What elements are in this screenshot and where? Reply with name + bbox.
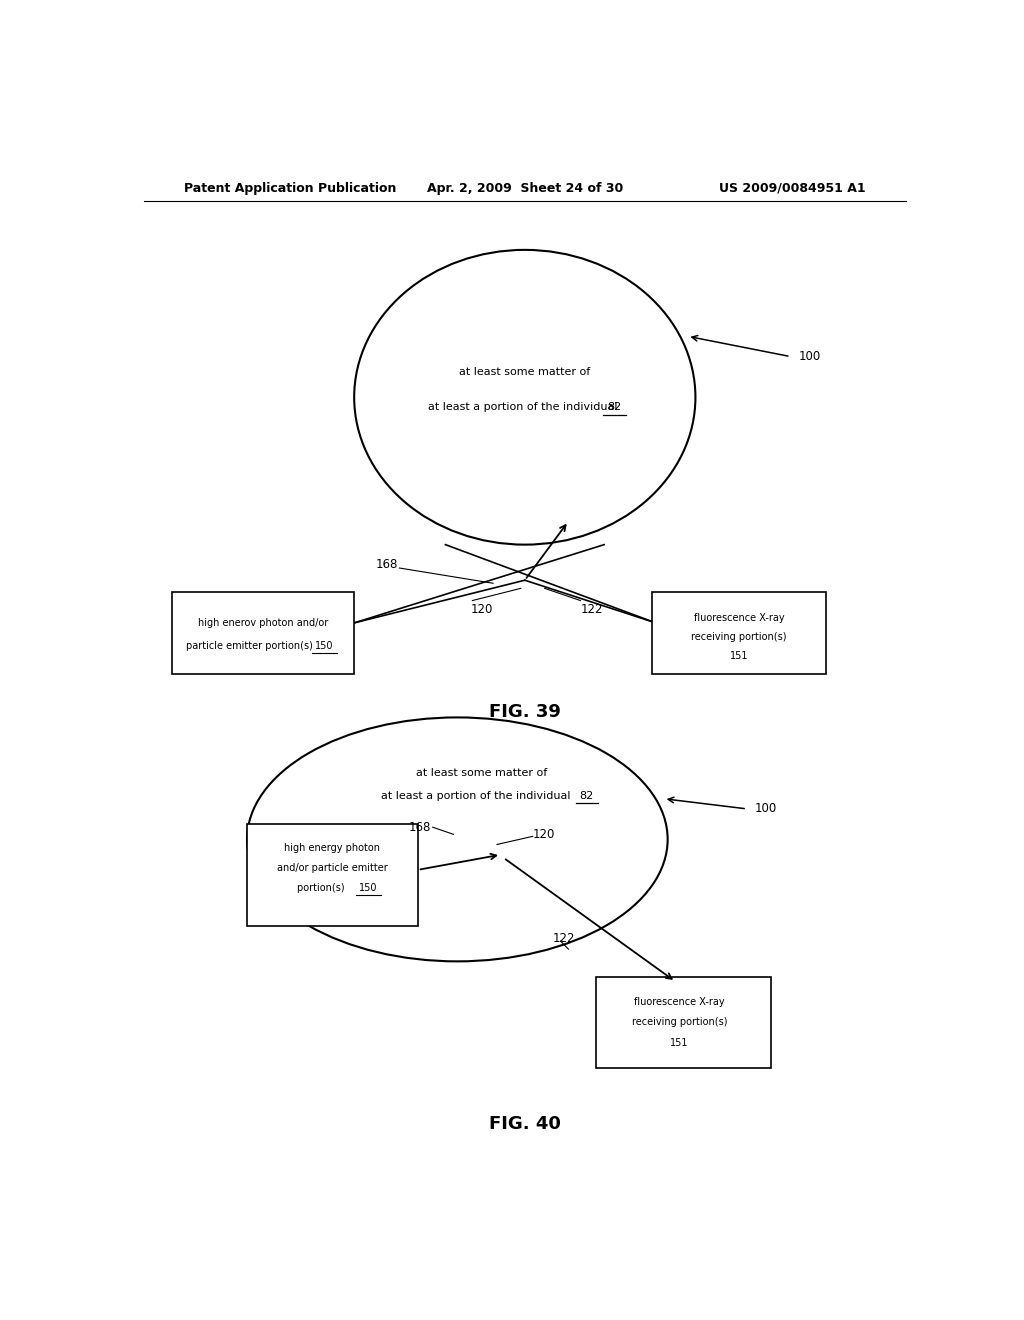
Text: at least a portion of the individual: at least a portion of the individual — [381, 791, 573, 801]
Text: at least some matter of: at least some matter of — [459, 367, 591, 376]
Text: and/or particle emitter: and/or particle emitter — [276, 863, 388, 873]
FancyBboxPatch shape — [247, 824, 418, 925]
Text: Patent Application Publication: Patent Application Publication — [183, 182, 396, 195]
Text: 120: 120 — [532, 828, 555, 841]
Text: 168: 168 — [409, 821, 431, 834]
Text: 100: 100 — [755, 803, 777, 816]
Text: 168: 168 — [376, 558, 397, 572]
Text: 82: 82 — [607, 403, 622, 412]
Text: 122: 122 — [581, 602, 603, 615]
Text: 150: 150 — [358, 883, 377, 894]
FancyBboxPatch shape — [172, 593, 354, 673]
Text: receiving portion(s): receiving portion(s) — [691, 632, 786, 642]
Text: FIG. 40: FIG. 40 — [488, 1115, 561, 1133]
Text: high enerov photon and/or: high enerov photon and/or — [198, 618, 328, 628]
Text: high energy photon: high energy photon — [285, 842, 380, 853]
Text: 122: 122 — [553, 932, 575, 945]
Text: 150: 150 — [314, 642, 333, 651]
Text: at least a portion of the individual: at least a portion of the individual — [428, 403, 622, 412]
Text: FIG. 39: FIG. 39 — [488, 704, 561, 721]
Text: fluorescence X-ray: fluorescence X-ray — [693, 612, 784, 623]
Text: particle emitter portion(s): particle emitter portion(s) — [186, 642, 316, 651]
Text: 120: 120 — [471, 602, 494, 615]
Text: 82: 82 — [580, 791, 594, 801]
Text: US 2009/0084951 A1: US 2009/0084951 A1 — [720, 182, 866, 195]
Text: receiving portion(s): receiving portion(s) — [632, 1018, 727, 1027]
FancyBboxPatch shape — [596, 977, 771, 1068]
Text: at least some matter of: at least some matter of — [416, 768, 547, 779]
Text: 151: 151 — [671, 1038, 689, 1048]
Text: 151: 151 — [730, 652, 749, 661]
Text: portion(s): portion(s) — [297, 883, 348, 894]
Text: Apr. 2, 2009  Sheet 24 of 30: Apr. 2, 2009 Sheet 24 of 30 — [427, 182, 623, 195]
Text: 100: 100 — [799, 350, 821, 363]
FancyBboxPatch shape — [652, 593, 826, 673]
Text: fluorescence X-ray: fluorescence X-ray — [634, 997, 725, 1007]
